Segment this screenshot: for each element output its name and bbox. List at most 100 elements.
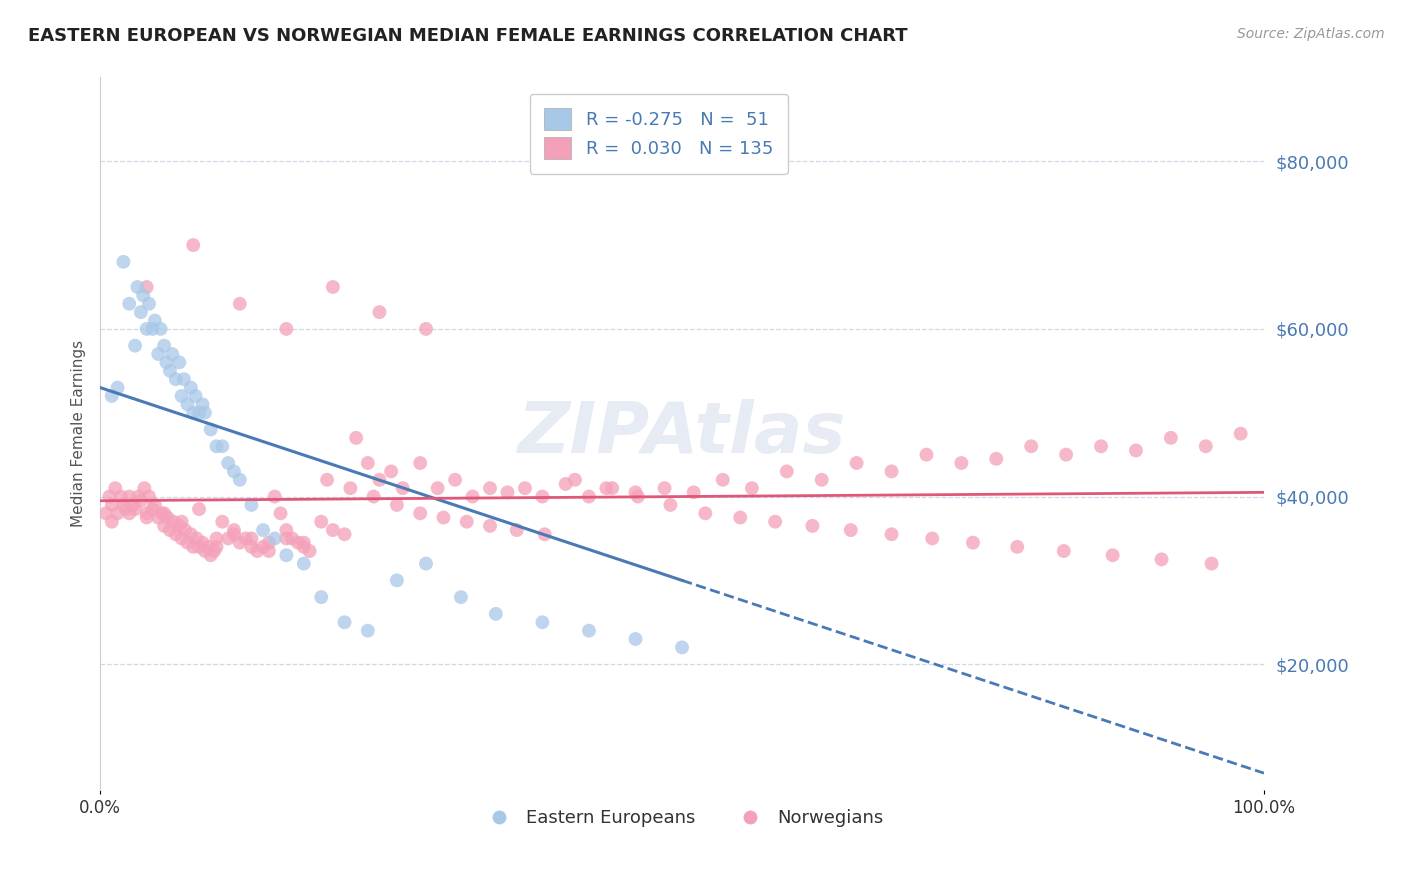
Point <box>810 473 832 487</box>
Point <box>292 557 315 571</box>
Point <box>246 544 269 558</box>
Point <box>229 473 252 487</box>
Point <box>298 544 321 558</box>
Point <box>180 527 202 541</box>
Point <box>128 490 150 504</box>
Point <box>162 347 184 361</box>
Point <box>316 473 339 487</box>
Point <box>1195 439 1218 453</box>
Point <box>671 640 693 655</box>
Point <box>104 481 127 495</box>
Point <box>506 523 529 537</box>
Point <box>578 490 600 504</box>
Point <box>1201 557 1223 571</box>
Point <box>513 481 536 495</box>
Point <box>211 515 233 529</box>
Point <box>344 431 367 445</box>
Point <box>222 527 245 541</box>
Point <box>162 515 184 529</box>
Point <box>141 502 163 516</box>
Point <box>176 397 198 411</box>
Point <box>309 590 332 604</box>
Point <box>391 481 413 495</box>
Point <box>135 510 157 524</box>
Point <box>169 355 191 369</box>
Point <box>461 490 484 504</box>
Point <box>180 381 202 395</box>
Point <box>188 406 211 420</box>
Legend: Eastern Europeans, Norwegians: Eastern Europeans, Norwegians <box>474 802 890 834</box>
Point <box>415 557 437 571</box>
Point <box>148 510 170 524</box>
Point <box>138 297 160 311</box>
Point <box>252 523 274 537</box>
Point <box>135 322 157 336</box>
Point <box>624 632 647 646</box>
Point <box>222 464 245 478</box>
Point <box>776 464 799 478</box>
Point <box>1150 552 1173 566</box>
Point <box>135 506 157 520</box>
Point <box>1005 540 1028 554</box>
Point <box>281 532 304 546</box>
Point <box>880 527 903 541</box>
Point <box>627 490 650 504</box>
Point <box>1054 448 1077 462</box>
Point <box>624 485 647 500</box>
Y-axis label: Median Female Earnings: Median Female Earnings <box>72 340 86 527</box>
Point <box>159 523 181 537</box>
Point <box>153 339 176 353</box>
Point <box>194 406 217 420</box>
Point <box>129 305 152 319</box>
Point <box>134 481 156 495</box>
Point <box>357 456 380 470</box>
Point <box>149 322 172 336</box>
Point <box>531 490 554 504</box>
Point <box>1125 443 1147 458</box>
Point <box>263 490 285 504</box>
Point <box>143 313 166 327</box>
Point <box>229 535 252 549</box>
Point <box>112 255 135 269</box>
Point <box>141 322 163 336</box>
Point <box>197 540 219 554</box>
Point <box>292 535 315 549</box>
Point <box>181 540 204 554</box>
Point <box>211 439 233 453</box>
Point <box>578 624 600 638</box>
Point <box>339 481 361 495</box>
Point <box>114 502 136 516</box>
Point <box>357 624 380 638</box>
Point <box>94 506 117 520</box>
Point <box>112 498 135 512</box>
Point <box>124 339 146 353</box>
Point <box>205 540 228 554</box>
Point <box>174 523 197 537</box>
Point <box>368 473 391 487</box>
Point <box>333 615 356 630</box>
Point <box>950 456 973 470</box>
Point <box>654 481 676 495</box>
Point <box>1160 431 1182 445</box>
Point <box>263 532 285 546</box>
Point <box>880 464 903 478</box>
Point <box>252 540 274 554</box>
Point <box>368 305 391 319</box>
Point <box>1019 439 1042 453</box>
Point <box>456 515 478 529</box>
Point <box>153 506 176 520</box>
Text: ZIPAtlas: ZIPAtlas <box>517 400 846 468</box>
Point <box>415 322 437 336</box>
Point <box>143 498 166 512</box>
Point <box>600 481 623 495</box>
Point <box>170 532 193 546</box>
Point <box>276 523 298 537</box>
Point <box>728 510 751 524</box>
Point <box>496 485 519 500</box>
Point <box>485 607 508 621</box>
Point <box>801 519 824 533</box>
Point <box>176 535 198 549</box>
Point <box>839 523 862 537</box>
Point <box>181 406 204 420</box>
Point <box>188 540 211 554</box>
